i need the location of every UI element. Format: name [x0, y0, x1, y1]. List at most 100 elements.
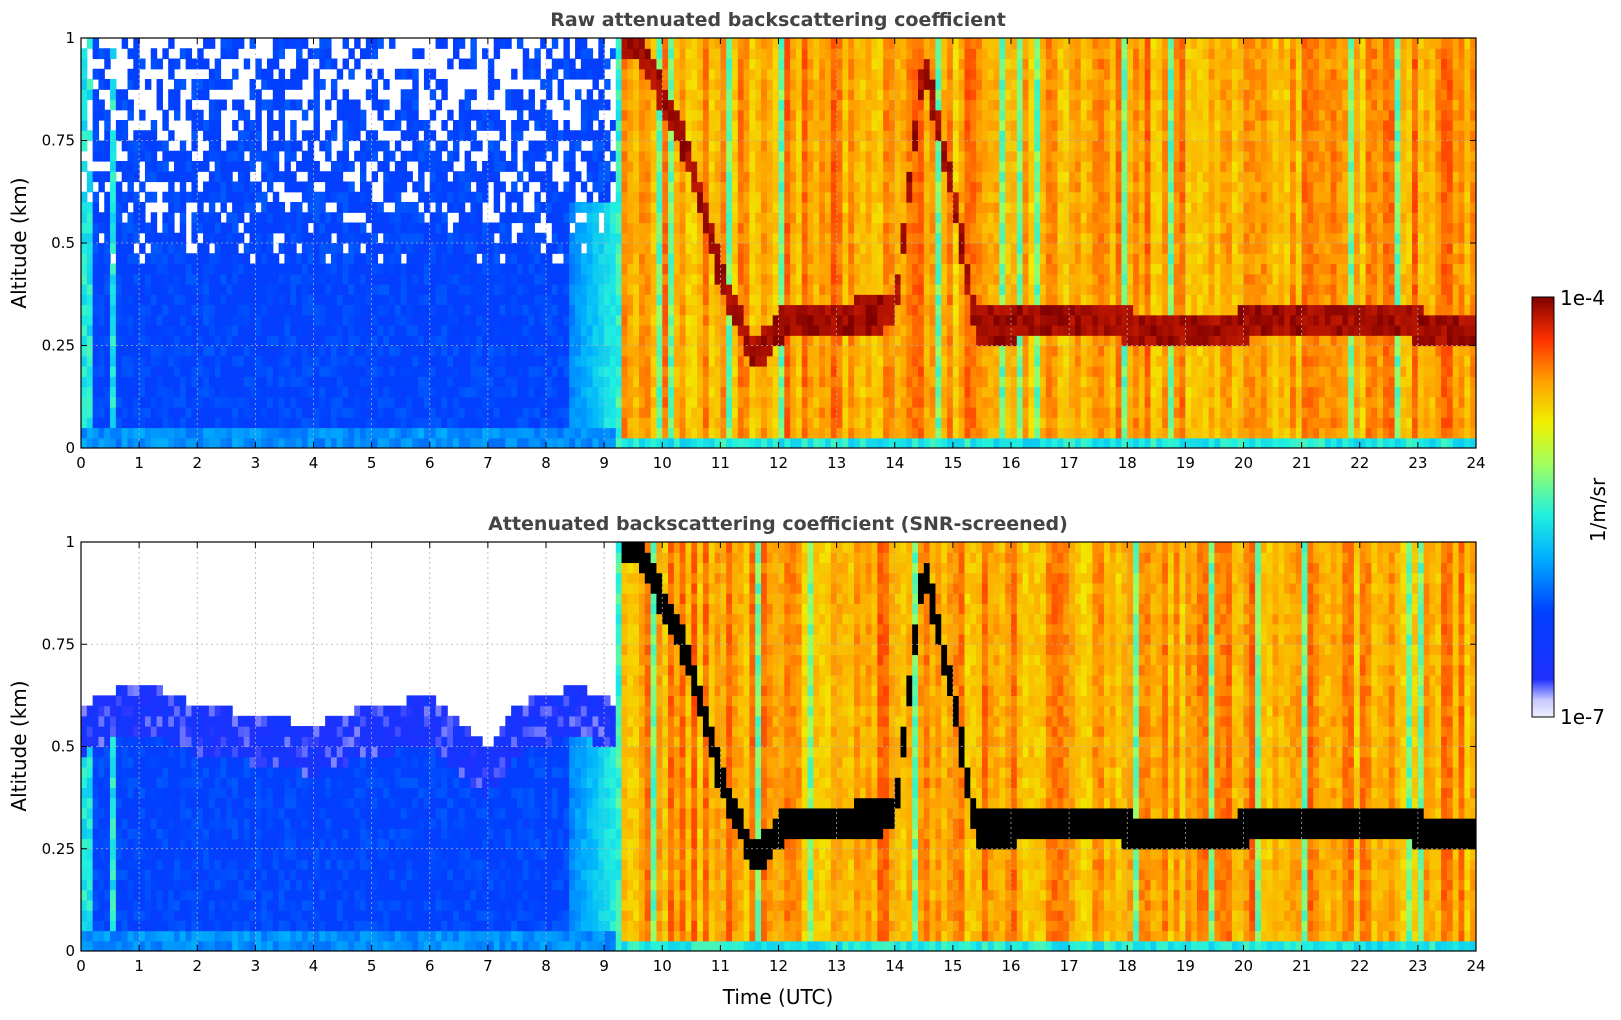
raw-heatmap-cell [418, 222, 425, 234]
raw-heatmap-cell [668, 366, 675, 377]
raw-heatmap-cell [825, 181, 832, 193]
raw-heatmap-cell [522, 212, 530, 224]
raw-heatmap-cell [156, 263, 163, 275]
raw-heatmap-cell [790, 427, 797, 439]
raw-heatmap-cell [412, 314, 419, 326]
raw-heatmap-cell [726, 68, 733, 80]
raw-heatmap-cell [330, 417, 338, 429]
raw-heatmap-cell [644, 232, 652, 244]
raw-heatmap-cell [104, 79, 111, 90]
raw-heatmap-cell [133, 58, 140, 70]
raw-heatmap-cell [400, 427, 408, 439]
raw-heatmap-cell [854, 427, 861, 439]
raw-heatmap-cell [633, 366, 640, 377]
raw-heatmap-cell [121, 263, 129, 275]
raw-heatmap-cell [203, 355, 210, 367]
raw-heatmap-cell [586, 89, 594, 101]
raw-heatmap-cell [284, 284, 291, 295]
raw-heatmap-cell [354, 150, 361, 162]
raw-heatmap-cell [790, 407, 797, 418]
raw-heatmap-cell [743, 284, 751, 295]
raw-heatmap-cell [662, 109, 669, 121]
raw-heatmap-cell [429, 130, 437, 142]
raw-heatmap-cell [220, 181, 227, 193]
raw-heatmap-cell [784, 58, 791, 70]
raw-heatmap-cell [755, 366, 762, 377]
raw-heatmap-cell [383, 396, 390, 408]
raw-heatmap-cell [307, 294, 315, 306]
raw-heatmap-cell [755, 386, 762, 398]
raw-heatmap-cell [795, 376, 803, 388]
raw-heatmap-cell [121, 130, 129, 142]
raw-heatmap-cell [139, 150, 146, 162]
raw-heatmap-cell [795, 202, 803, 213]
raw-heatmap-cell [342, 376, 349, 388]
raw-heatmap-cell [121, 407, 129, 418]
raw-heatmap-cell [429, 191, 437, 203]
raw-heatmap-cell [534, 171, 541, 183]
raw-heatmap-cell [807, 417, 814, 429]
raw-heatmap-cell [790, 325, 797, 336]
raw-heatmap-cell [540, 263, 547, 275]
raw-heatmap-cell [81, 294, 88, 306]
raw-heatmap-cell [894, 89, 902, 101]
raw-heatmap-cell [656, 314, 663, 326]
raw-heatmap-cell [156, 366, 163, 377]
raw-heatmap-cell [883, 314, 890, 326]
raw-heatmap-cell [435, 304, 442, 316]
raw-heatmap-cell [226, 345, 233, 357]
raw-heatmap-cell [609, 417, 617, 429]
raw-heatmap-cell [702, 386, 710, 398]
raw-heatmap-cell [162, 376, 169, 388]
raw-heatmap-cell [580, 99, 588, 111]
raw-heatmap-cell [261, 79, 268, 90]
raw-heatmap-cell [296, 232, 303, 244]
raw-heatmap-cell [435, 366, 442, 377]
raw-heatmap-cell [336, 232, 344, 244]
raw-heatmap-cell [673, 417, 681, 429]
raw-heatmap-cell [139, 325, 146, 336]
raw-heatmap-cell [790, 417, 797, 429]
raw-heatmap-cell [232, 314, 239, 326]
raw-heatmap-cell [441, 232, 448, 244]
raw-heatmap-cell [150, 417, 158, 429]
raw-heatmap-cell [470, 171, 477, 183]
raw-heatmap-cell [418, 253, 425, 265]
raw-heatmap-cell [546, 68, 553, 80]
raw-heatmap-cell [470, 396, 477, 408]
raw-heatmap-cell [836, 417, 844, 429]
raw-heatmap-cell [249, 427, 256, 439]
raw-heatmap-cell [360, 366, 367, 377]
raw-heatmap-cell [639, 417, 646, 429]
raw-heatmap-cell [441, 366, 448, 377]
raw-heatmap-cell [110, 376, 117, 388]
raw-heatmap-cell [702, 58, 710, 70]
raw-heatmap-cell [888, 243, 896, 254]
raw-heatmap-cell [348, 386, 355, 398]
raw-heatmap-cell [888, 417, 896, 429]
raw-heatmap-cell [191, 366, 198, 377]
raw-heatmap-cell [406, 212, 413, 224]
raw-heatmap-cell [790, 294, 797, 306]
raw-heatmap-cell [185, 366, 193, 377]
raw-heatmap-cell [813, 99, 820, 111]
raw-heatmap-cell [174, 294, 181, 306]
raw-heatmap-cell [261, 355, 268, 367]
raw-heatmap-cell [267, 99, 274, 111]
raw-heatmap-cell [487, 335, 495, 347]
raw-heatmap-cell [848, 109, 855, 121]
raw-heatmap-cell [865, 161, 873, 172]
raw-heatmap-cell [400, 294, 408, 306]
raw-heatmap-cell [226, 335, 233, 347]
raw-heatmap-cell [441, 253, 448, 265]
raw-heatmap-cell [772, 99, 780, 111]
raw-heatmap-cell [447, 202, 454, 213]
raw-heatmap-cell [551, 68, 559, 80]
raw-heatmap-cell [551, 38, 559, 49]
raw-heatmap-cell [749, 417, 756, 429]
raw-heatmap-cell [464, 243, 472, 254]
raw-heatmap-cell [848, 437, 855, 448]
raw-heatmap-cell [133, 335, 140, 347]
raw-heatmap-cell [784, 314, 791, 326]
raw-heatmap-cell [720, 171, 727, 183]
